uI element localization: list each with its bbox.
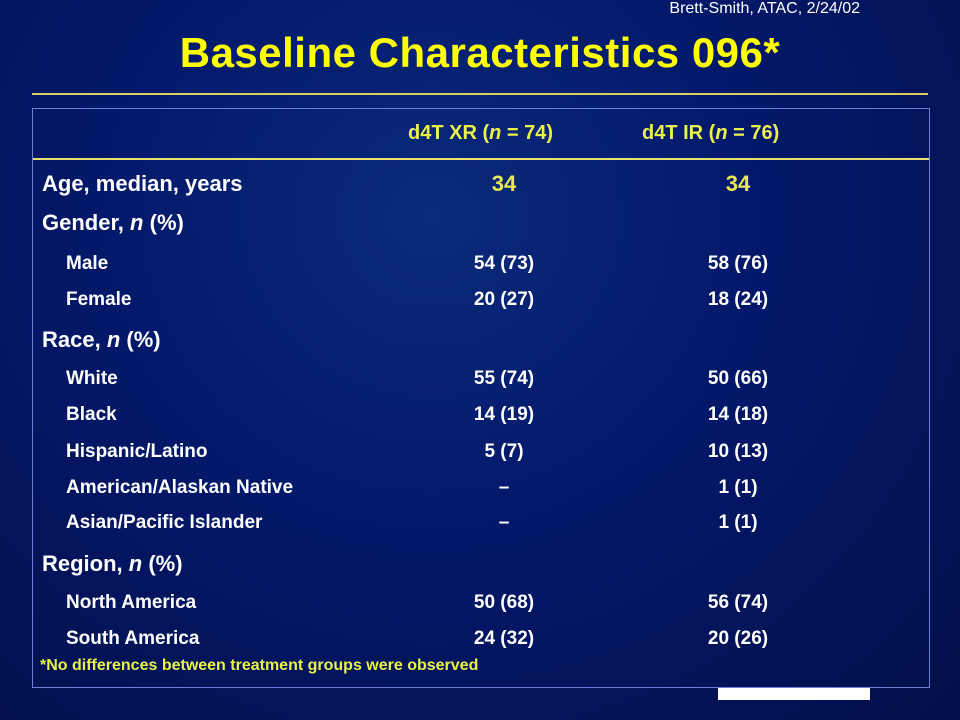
cell-age-ir: 34 <box>725 171 751 196</box>
row-label-white: White <box>66 368 118 389</box>
cell-age-xr: 34 <box>491 171 517 196</box>
row-label-south-america: South America <box>66 628 200 649</box>
cell-female-ir: 18 (24) <box>707 289 769 310</box>
title-divider <box>32 93 928 95</box>
row-label-hispanic: Hispanic/Latino <box>66 441 208 462</box>
row-label-american-native: American/Alaskan Native <box>66 477 294 498</box>
cell-asian-pacific-ir: 1 (1) <box>718 512 758 533</box>
cell-female-xr: 20 (27) <box>473 289 535 310</box>
cell-hispanic-xr: 5 (7) <box>484 441 524 462</box>
column-header-xr: d4T XR (n = 74) <box>408 122 554 144</box>
cell-black-xr: 14 (19) <box>473 404 535 425</box>
row-label-age: Age, median, years <box>42 171 243 196</box>
row-label-female: Female <box>66 289 132 310</box>
row-label-north-america: North America <box>66 592 197 613</box>
table-panel <box>32 108 930 688</box>
header-divider <box>33 158 929 160</box>
slide-title: Baseline Characteristics 096* <box>179 29 781 76</box>
cell-hispanic-ir: 10 (13) <box>707 441 769 462</box>
footnote: *No differences between treatment groups… <box>40 657 479 674</box>
cell-american-native-xr: – <box>498 477 510 498</box>
sponsor-logo <box>718 688 870 700</box>
cell-south-america-xr: 24 (32) <box>473 628 535 649</box>
row-label-gender: Gender, n (%) <box>42 210 184 235</box>
cell-white-ir: 50 (66) <box>707 368 769 389</box>
row-label-male: Male <box>66 253 109 274</box>
slide-credit: Brett-Smith, ATAC, 2/24/02 <box>669 0 860 17</box>
row-label-region: Region, n (%) <box>42 551 183 576</box>
cell-south-america-ir: 20 (26) <box>707 628 769 649</box>
cell-white-xr: 55 (74) <box>473 368 535 389</box>
cell-american-native-ir: 1 (1) <box>718 477 758 498</box>
row-label-asian-pacific: Asian/Pacific Islander <box>66 512 263 533</box>
row-label-black: Black <box>66 404 117 425</box>
row-label-race: Race, n (%) <box>42 327 161 352</box>
cell-male-ir: 58 (76) <box>707 253 769 274</box>
cell-male-xr: 54 (73) <box>473 253 535 274</box>
cell-black-ir: 14 (18) <box>707 404 769 425</box>
column-header-ir: d4T IR (n = 76) <box>642 122 780 144</box>
cell-north-america-ir: 56 (74) <box>707 592 769 613</box>
cell-north-america-xr: 50 (68) <box>473 592 535 613</box>
cell-asian-pacific-xr: – <box>498 512 510 533</box>
